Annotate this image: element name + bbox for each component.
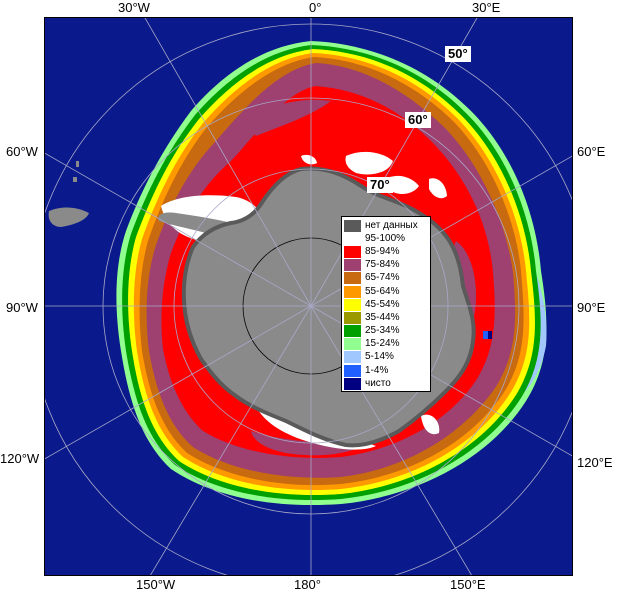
no-data-region: [181, 166, 476, 448]
legend-item: 5-14%: [344, 351, 428, 364]
legend-item: 1-4%: [344, 364, 428, 377]
legend-item: чисто: [344, 377, 428, 390]
legend-label: нет данных: [365, 219, 418, 231]
land-south-america: [48, 207, 89, 227]
legend-label: 1-4%: [365, 364, 389, 376]
ice-patch-95-100: [429, 178, 447, 199]
legend-item: нет данных: [344, 219, 428, 232]
longitude-label-150e: 150°E: [450, 577, 486, 592]
ice-patch-75-84: [241, 99, 331, 136]
legend-swatch: [344, 232, 361, 245]
latitude-label-60: 60°: [405, 112, 431, 128]
legend-item: 35-44%: [344, 311, 428, 324]
longitude-label-30e: 30°E: [472, 0, 501, 15]
meridian-60w: [45, 152, 312, 307]
legend-item: 75-84%: [344, 259, 428, 272]
latitude-label-70: 70°: [367, 177, 393, 193]
legend-swatch: [344, 259, 361, 272]
legend-label: 75-84%: [365, 259, 400, 271]
legend-swatch: [344, 325, 361, 338]
legend-swatch: [344, 298, 361, 311]
legend-label: 55-64%: [365, 285, 400, 297]
legend-item: 55-64%: [344, 285, 428, 298]
legend-swatch: [344, 219, 361, 232]
legend-item: 85-94%: [344, 245, 428, 258]
sea-ice-map: 50° 60° 70°: [44, 17, 573, 576]
legend-item: 65-74%: [344, 272, 428, 285]
legend-item: 45-54%: [344, 298, 428, 311]
legend-item: 95-100%: [344, 232, 428, 245]
legend-swatch: [344, 377, 361, 390]
land-island: [73, 177, 77, 182]
legend-swatch: [344, 351, 361, 364]
legend-label: 85-94%: [365, 245, 400, 257]
legend-swatch: [344, 272, 361, 285]
longitude-label-90e: 90°E: [577, 300, 606, 315]
legend-swatch: [344, 285, 361, 298]
ice-patch-95-100: [386, 175, 419, 194]
ice-patch-95-100: [421, 414, 440, 435]
map-canvas: [45, 18, 572, 575]
legend-swatch: [344, 245, 361, 258]
longitude-label-0: 0°: [309, 0, 322, 15]
legend-label: 5-14%: [365, 351, 394, 363]
ice-patch-clear: [488, 331, 492, 339]
land-island: [76, 161, 79, 167]
legend-item: 25-34%: [344, 325, 428, 338]
legend-swatch: [344, 338, 361, 351]
legend-swatch: [344, 311, 361, 324]
meridian-150e: [310, 305, 472, 575]
legend-label: 35-44%: [365, 311, 400, 323]
longitude-label-150w: 150°W: [136, 577, 176, 592]
legend-item: 15-24%: [344, 338, 428, 351]
legend-label: 65-74%: [365, 272, 400, 284]
legend-label: 95-100%: [365, 232, 406, 244]
longitude-label-120e: 120°E: [577, 455, 613, 470]
meridian-30w: [144, 18, 312, 307]
legend-label: чисто: [365, 377, 391, 389]
ice-patch-95-100: [345, 151, 393, 175]
longitude-label-60e: 60°E: [577, 144, 606, 159]
longitude-label-90w: 90°W: [6, 300, 38, 315]
legend-swatch: [344, 364, 361, 377]
longitude-label-180: 180°: [294, 577, 321, 592]
ice-patch-1-4: [483, 331, 488, 339]
legend-label: 45-54%: [365, 298, 400, 310]
legend-label: 25-34%: [365, 325, 400, 337]
longitude-label-120w: 120°W: [0, 451, 40, 466]
meridian-120w: [45, 305, 312, 460]
meridian-150w: [150, 305, 312, 575]
ice-concentration-legend: нет данных 95-100% 85-94% 75-84% 65-74% 55-64…: [341, 216, 431, 393]
latitude-label-50: 50°: [445, 46, 471, 62]
longitude-label-30w: 30°W: [118, 0, 150, 15]
legend-label: 15-24%: [365, 338, 400, 350]
ice-patch-95-100: [301, 154, 317, 165]
longitude-label-60w: 60°W: [6, 144, 38, 159]
